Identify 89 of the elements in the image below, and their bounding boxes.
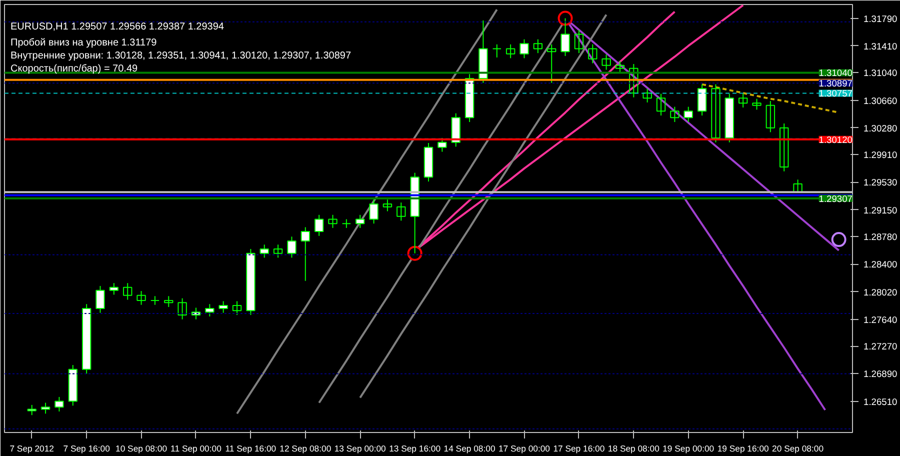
y-tick-label: 1.31790 <box>864 14 898 24</box>
ref-line-label: 1.30897 <box>818 78 853 89</box>
candlestick <box>356 214 365 228</box>
candlestick <box>766 100 776 133</box>
y-tick-label: 1.29910 <box>864 150 898 160</box>
candlestick <box>300 226 310 282</box>
candlestick <box>342 218 352 228</box>
x-tick-label: 19 Sep 00:00 <box>662 444 714 454</box>
candlestick <box>780 122 789 172</box>
y-tick-label: 1.26890 <box>864 369 898 380</box>
point <box>558 10 573 26</box>
y-tick-label: 1.28780 <box>864 232 898 242</box>
ref-line-label: 1.30120 <box>818 134 853 145</box>
point <box>407 246 422 261</box>
candlestick <box>218 300 228 314</box>
candlestick <box>273 244 283 258</box>
x-tick-label: 18 Sep 08:00 <box>608 444 660 454</box>
x-tick-label: 13 Sep 16:00 <box>389 444 441 454</box>
x-tick-label: 13 Sep 00:00 <box>334 444 386 454</box>
ref-line-label: 1.31040 <box>818 68 853 78</box>
candlestick <box>382 199 392 212</box>
candlestick <box>520 38 529 59</box>
candlestick <box>287 236 296 258</box>
x-tick-label: 19 Sep 16:00 <box>717 444 770 454</box>
candlestick <box>615 60 625 74</box>
candlestick <box>232 300 242 316</box>
annotation: Внутренние уровни: 1.30128, 1.29351, 1.30941, 1.30120, 1.29307, 1.30897 <box>10 50 352 62</box>
y-tick-label: 1.31040 <box>864 68 898 78</box>
candlestick <box>136 290 146 306</box>
x-tick-label: 11 Sep 00:00 <box>170 444 222 454</box>
candlestick <box>546 44 556 84</box>
candlestick <box>40 402 50 414</box>
annotation: Скорость(пипс/бар) = 70.49 <box>10 64 138 74</box>
y-tick-label: 1.28020 <box>864 287 898 298</box>
candlestick <box>574 29 584 54</box>
x-tick-label: 7 Sep 2012 <box>10 444 54 454</box>
y-tick-label: 1.30280 <box>864 123 898 134</box>
candlestick <box>54 396 64 412</box>
x-tick-label: 20 Sep 08:00 <box>772 444 824 454</box>
line-series <box>359 14 608 399</box>
candlestick <box>588 44 598 64</box>
candlestick <box>314 214 324 236</box>
x-tick-label: 11 Sep 16:00 <box>225 444 276 454</box>
text: EURUSD,H1 1.29507 1.29566 1.29387 1.29394 <box>10 22 224 32</box>
candlestick <box>369 199 378 224</box>
candlestick <box>793 179 802 194</box>
candlestick <box>629 63 638 98</box>
candlestick <box>560 18 570 57</box>
candlestick <box>752 98 762 110</box>
candlestick <box>656 93 666 116</box>
y-tick-label: 1.29530 <box>864 178 898 188</box>
x-tick-label: 12 Sep 08:00 <box>280 444 332 454</box>
candlestick <box>492 44 502 58</box>
y-tick-label: 1.28400 <box>864 260 898 270</box>
candlestick <box>122 282 132 300</box>
x-tick-label: 14 Sep 08:00 <box>444 444 496 454</box>
candlestick <box>164 296 174 308</box>
annotation: Пробой вниз на уровне 1.31179 <box>10 38 158 48</box>
candlestick <box>642 88 652 103</box>
y-tick-label: 1.26510 <box>864 396 898 407</box>
y-tick-label: 1.29150 <box>864 205 898 216</box>
y-tick-label: 1.30660 <box>864 96 898 106</box>
x-tick-label: 7 Sep 16:00 <box>63 444 110 454</box>
candlestick <box>396 202 406 222</box>
candlestick <box>205 304 214 317</box>
candlestick <box>711 84 720 143</box>
candlestick <box>738 93 748 108</box>
candlestick <box>506 44 516 59</box>
y-tick-label: 1.31410 <box>864 41 898 52</box>
candlestick <box>602 54 611 70</box>
candlestick <box>260 244 269 258</box>
y-tick-label: 1.27640 <box>864 314 898 325</box>
candlestick <box>96 285 105 314</box>
ref-line-label: 1.30757 <box>818 88 853 99</box>
candlestick <box>150 296 160 306</box>
candlestick <box>438 137 447 152</box>
x-tick-label: 17 Sep 16:00 <box>553 444 605 454</box>
point <box>831 232 846 248</box>
ref-line-label: 1.29307 <box>818 194 853 204</box>
x-tick-label: 17 Sep 00:00 <box>498 444 550 454</box>
candlestick <box>533 38 543 54</box>
candlestick <box>109 282 119 296</box>
candlestick <box>670 106 680 123</box>
candlestick <box>178 298 187 320</box>
candlestick <box>684 106 693 123</box>
y-tick-label: 1.27270 <box>864 342 898 352</box>
candlestick <box>697 84 707 116</box>
candlestick <box>328 214 338 228</box>
x-tick-label: 10 Sep 08:00 <box>116 444 168 454</box>
